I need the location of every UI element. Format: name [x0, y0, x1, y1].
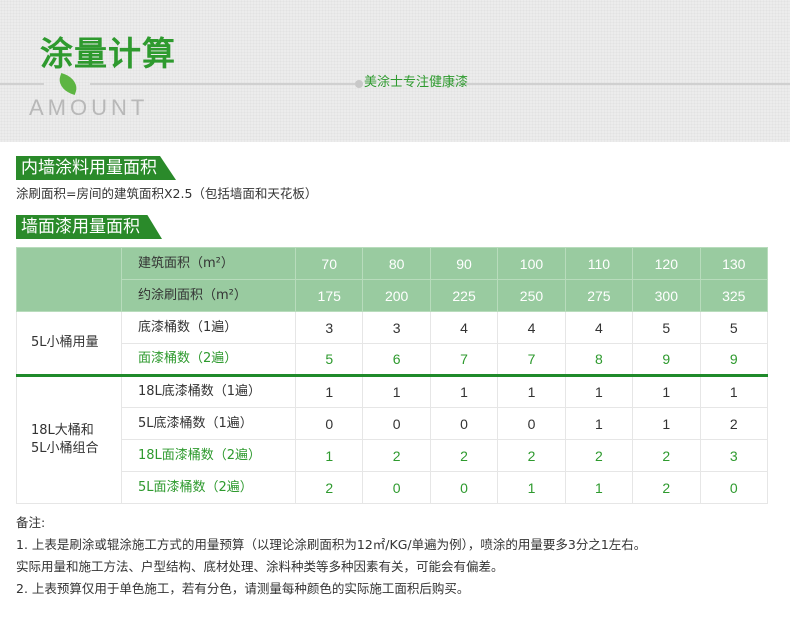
cell-value: 1 — [294, 375, 364, 408]
row-label: 面漆桶数（2遍） — [121, 343, 296, 377]
divider — [0, 83, 44, 85]
cell-value: 0 — [362, 407, 431, 440]
cell-value: 0 — [429, 471, 499, 504]
section-title-wall-paint: 墙面漆用量面积 — [16, 215, 162, 239]
cell-value: 9 — [699, 343, 769, 377]
cell-value: 1 — [362, 375, 431, 408]
formula-text: 涂刷面积=房间的建筑面积X2.5（包括墙面和天花板） — [16, 186, 318, 201]
cell-value: 1 — [497, 375, 566, 408]
table-header-row: 建筑面积（m²） 70 80 90 100 110 120 130 — [16, 247, 769, 312]
notes: 备注: 1. 上表是刷涂或辊涂施工方式的用量预算（以理论涂刷面积为12㎡/KG/… — [16, 512, 768, 600]
page-title: 涂量计算 — [40, 34, 176, 73]
cell-value: 9 — [632, 343, 701, 377]
table-row: 面漆桶数（2遍） 5 6 7 7 8 9 9 — [17, 343, 769, 377]
cell-value: 0 — [362, 471, 431, 504]
cell-value: 5 — [294, 343, 364, 377]
cell-value: 0 — [497, 407, 566, 440]
cell-value: 1 — [497, 471, 566, 504]
cell-value: 2 — [362, 439, 431, 472]
divider — [90, 83, 355, 85]
cell-value: 2 — [497, 439, 566, 472]
row-label: 建筑面积（m²） — [121, 247, 296, 280]
table-row: 5L面漆桶数（2遍） 2 0 0 1 1 2 0 — [17, 471, 769, 504]
header-value: 110 — [564, 247, 634, 280]
header-value: 70 — [294, 247, 364, 280]
cell-value: 2 — [294, 471, 364, 504]
row-label: 约涂刷面积（m²） — [121, 279, 296, 312]
cell-value: 5 — [632, 311, 701, 344]
cell-value: 1 — [564, 407, 634, 440]
group-label: 18L大桶和 5L小桶组合 — [16, 375, 122, 504]
header-value: 175 — [294, 279, 364, 312]
corner-cell — [16, 247, 122, 312]
dot-icon — [355, 80, 363, 88]
cell-value: 7 — [497, 343, 566, 377]
hero-banner: 涂量计算 AMOUNT 美涂士专注健康漆 — [0, 0, 790, 142]
table-row: 18L面漆桶数（2遍） 1 2 2 2 2 2 3 — [17, 439, 769, 472]
header-value: 275 — [564, 279, 634, 312]
cell-value: 5 — [699, 311, 769, 344]
leaf-icon — [55, 73, 81, 95]
cell-value: 6 — [362, 343, 431, 377]
note-line: 实际用量和施工方法、户型结构、底材处理、涂料种类等多种因素有关，可能会有偏差。 — [16, 559, 504, 574]
cell-value: 4 — [564, 311, 634, 344]
table-row: 5L小桶用量 底漆桶数（1遍） 3 3 4 4 4 5 5 — [16, 311, 769, 377]
cell-value: 1 — [699, 375, 769, 408]
header-value: 225 — [429, 279, 499, 312]
cell-value: 4 — [429, 311, 499, 344]
cell-value: 3 — [294, 311, 364, 344]
row-label: 5L底漆桶数（1遍） — [121, 407, 296, 440]
cell-value: 1 — [564, 375, 634, 408]
page-subtitle: AMOUNT — [29, 95, 149, 120]
cell-value: 0 — [294, 407, 364, 440]
cell-value: 2 — [429, 439, 499, 472]
note-line: 1. 上表是刷涂或辊涂施工方式的用量预算（以理论涂刷面积为12㎡/KG/单遍为例… — [16, 537, 647, 552]
divider — [448, 83, 790, 85]
cell-value: 1 — [632, 375, 701, 408]
cell-value: 7 — [429, 343, 499, 377]
cell-value: 0 — [699, 471, 769, 504]
header-value: 80 — [362, 247, 431, 280]
header-value: 100 — [497, 247, 566, 280]
table-row: 18L大桶和 5L小桶组合 18L底漆桶数（1遍） 1 1 1 1 1 1 1 — [16, 375, 769, 504]
slogan: 美涂士专注健康漆 — [364, 75, 469, 90]
note-line: 2. 上表预算仅用于单色施工，若有分色，请测量每种颜色的实际施工面积后购买。 — [16, 581, 470, 596]
cell-value: 1 — [632, 407, 701, 440]
section-title-interior: 内墙涂料用量面积 — [16, 156, 176, 180]
cell-value: 8 — [564, 343, 634, 377]
notes-title: 备注: — [16, 515, 46, 530]
row-label: 18L面漆桶数（2遍） — [121, 439, 296, 472]
header-value: 250 — [497, 279, 566, 312]
cell-value: 3 — [699, 439, 769, 472]
cell-value: 2 — [699, 407, 769, 440]
cell-value: 1 — [294, 439, 364, 472]
usage-table: 建筑面积（m²） 70 80 90 100 110 120 130 约涂刷面积（m²） 175 20… — [16, 247, 769, 504]
row-label: 18L底漆桶数（1遍） — [121, 375, 296, 408]
cell-value: 2 — [632, 471, 701, 504]
cell-value: 3 — [362, 311, 431, 344]
main-content: 建筑面积（m²） 70 80 90 100 110 120 130 约涂刷面积（m²） 175 20… — [16, 247, 769, 600]
row-label: 5L面漆桶数（2遍） — [121, 471, 296, 504]
cell-value: 4 — [497, 311, 566, 344]
group-label: 5L小桶用量 — [16, 311, 122, 377]
cell-value: 0 — [429, 407, 499, 440]
header-value: 90 — [429, 247, 499, 280]
cell-value: 1 — [429, 375, 499, 408]
header-value: 300 — [632, 279, 701, 312]
header-value: 200 — [362, 279, 431, 312]
cell-value: 2 — [564, 439, 634, 472]
cell-value: 1 — [564, 471, 634, 504]
header-value: 120 — [632, 247, 701, 280]
row-label: 底漆桶数（1遍） — [121, 311, 296, 344]
header-value: 325 — [699, 279, 769, 312]
table-header-row: 约涂刷面积（m²） 175 200 225 250 275 300 325 — [17, 279, 769, 312]
header-value: 130 — [699, 247, 769, 280]
cell-value: 2 — [632, 439, 701, 472]
table-row: 5L底漆桶数（1遍） 0 0 0 0 1 1 2 — [17, 407, 769, 440]
